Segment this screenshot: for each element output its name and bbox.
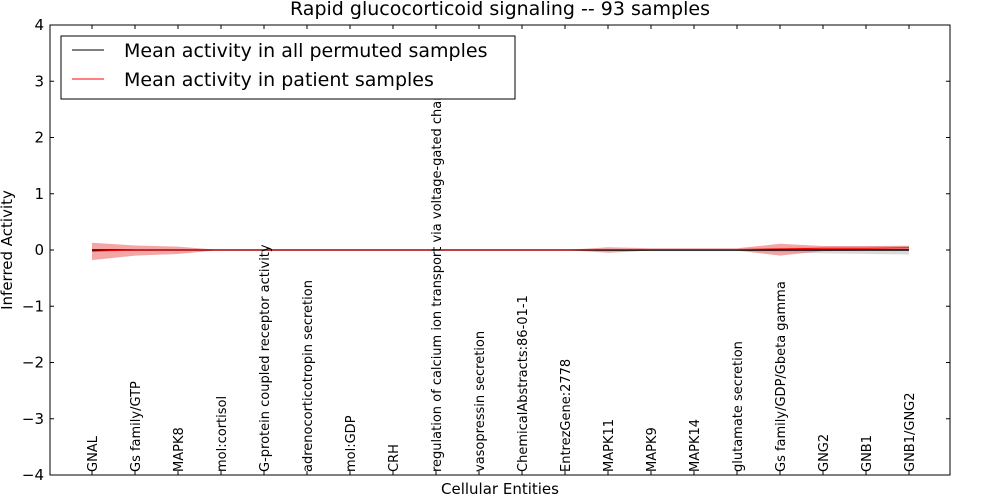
x-axis-label: Cellular Entities	[441, 480, 559, 498]
x-tick-label: GNAL	[86, 435, 101, 472]
y-tick-label: −2	[22, 354, 44, 372]
y-tick-label: 4	[34, 16, 44, 34]
y-tick-label: −3	[22, 410, 44, 428]
x-tick-label: mol:GDP	[344, 415, 359, 472]
plot-area-frame	[49, 24, 951, 476]
x-tick-label: CRH	[387, 444, 402, 472]
y-tick-label: 3	[34, 72, 44, 90]
x-tick-label: GNG2	[817, 434, 832, 472]
y-axis-ticks: −4 −3 −2 −1 0 1 2 3 4	[22, 16, 950, 484]
x-tick-label: MAPK14	[688, 419, 703, 472]
y-tick-label: −4	[22, 466, 44, 484]
x-tick-label: MAPK11	[602, 419, 617, 472]
y-tick-label: −1	[22, 297, 44, 315]
series-lines	[91, 247, 910, 252]
x-tick-label: Gs family/GDP/Gbeta gamma	[774, 281, 789, 472]
y-axis-label: Inferred Activity	[0, 190, 16, 310]
x-tick-label: mol:cortisol	[215, 396, 230, 472]
x-tick-label: regulation of calcium ion transport via …	[430, 73, 445, 472]
x-axis-ticks: GNAL Gs family/GTP MAPK8 mol:cortisol G-prot…	[86, 25, 918, 475]
x-tick-label: adrenocorticotropin secretion	[301, 280, 316, 472]
legend: Mean activity in all permuted samples Me…	[60, 35, 516, 100]
x-tick-label: vasopressin secretion	[473, 331, 488, 472]
x-tick-label: Gs family/GTP	[129, 381, 144, 472]
x-tick-label: glutamate secretion	[731, 341, 746, 472]
legend-label-permuted: Mean activity in all permuted samples	[124, 40, 487, 62]
x-tick-label: G-protein coupled receptor activity	[258, 244, 273, 472]
x-tick-label: GNB1/GNG2	[903, 392, 918, 472]
y-tick-label: 2	[34, 129, 44, 147]
x-tick-label: EntrezGene:2778	[559, 359, 574, 472]
legend-box	[60, 35, 516, 100]
x-tick-label: MAPK8	[172, 427, 187, 472]
x-tick-label: MAPK9	[645, 427, 660, 472]
series-line-1	[91, 247, 910, 252]
legend-label-patient: Mean activity in patient samples	[124, 69, 434, 91]
confidence-band-1	[92, 242, 909, 261]
x-tick-label: ChemicalAbstracts:86-01-1	[516, 295, 531, 472]
chart-title: Rapid glucocorticoid signaling -- 93 sam…	[290, 0, 710, 20]
x-tick-label: GNB1	[860, 435, 875, 472]
y-tick-label: 1	[34, 185, 44, 203]
y-tick-label: 0	[34, 241, 44, 259]
